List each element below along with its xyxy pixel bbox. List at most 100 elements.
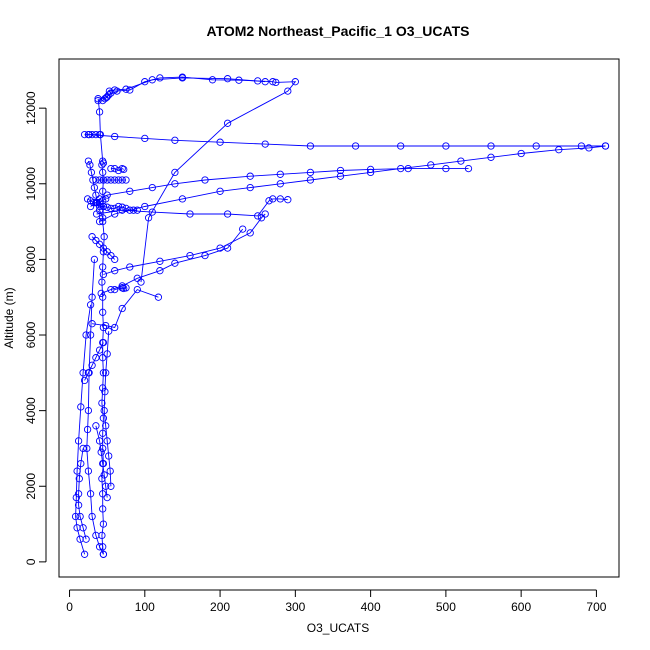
- data-point: [88, 320, 96, 328]
- data-point: [156, 257, 164, 265]
- data-point: [186, 251, 194, 260]
- data-point: [99, 187, 107, 195]
- data-point: [103, 248, 111, 256]
- data-point: [254, 212, 262, 220]
- data-point: [178, 73, 187, 81]
- y-tick-label: 6000: [24, 321, 38, 348]
- data-point: [74, 437, 83, 445]
- data-point: [102, 195, 110, 203]
- data-point: [92, 236, 100, 245]
- data-point: [107, 482, 115, 490]
- data-point: [95, 130, 104, 139]
- data-point: [111, 210, 119, 218]
- data-point: [171, 180, 179, 188]
- data-point: [246, 183, 254, 192]
- data-point: [84, 157, 93, 165]
- data-point: [82, 535, 90, 543]
- series-2: [99, 74, 269, 105]
- data-point: [257, 214, 266, 222]
- data-point: [98, 399, 106, 407]
- data-point: [79, 444, 87, 453]
- data-point: [126, 206, 134, 214]
- x-tick-label: 500: [436, 600, 456, 614]
- data-point: [100, 471, 108, 479]
- data-point: [77, 403, 85, 411]
- data-point: [517, 149, 525, 158]
- data-point: [126, 187, 134, 195]
- data-point: [118, 284, 126, 292]
- data-point: [88, 361, 96, 369]
- series-line: [101, 228, 244, 294]
- data-point: [74, 490, 83, 498]
- plot-frame: [58, 58, 620, 578]
- data-point: [272, 78, 280, 87]
- data-point: [99, 202, 108, 211]
- data-point: [284, 87, 292, 95]
- data-point: [223, 75, 232, 83]
- data-point: [306, 142, 315, 150]
- data-point: [100, 233, 108, 241]
- data-point: [99, 444, 107, 453]
- data-point: [99, 414, 108, 422]
- data-point: [261, 140, 269, 148]
- data-point: [201, 251, 209, 260]
- series-line: [86, 259, 104, 555]
- data-point: [148, 208, 156, 216]
- data-point: [98, 161, 106, 169]
- data-point: [86, 301, 95, 309]
- data-point: [80, 376, 89, 385]
- data-point: [186, 210, 194, 218]
- data-point: [92, 422, 100, 430]
- series-11: [71, 301, 95, 558]
- data-point: [92, 191, 100, 199]
- data-point: [336, 166, 345, 175]
- series-line: [90, 168, 469, 207]
- data-point: [114, 166, 123, 175]
- data-point: [111, 267, 119, 275]
- data-point: [102, 422, 110, 430]
- y-tick-label: 0: [24, 558, 38, 565]
- data-point: [120, 165, 128, 174]
- data-point: [111, 204, 119, 213]
- chart-title: ATOM2 Northeast_Pacific_1 O3_UCATS: [207, 23, 470, 39]
- data-point: [555, 146, 563, 154]
- data-point: [122, 204, 130, 213]
- data-point: [148, 76, 156, 84]
- x-tick-label: 600: [511, 600, 531, 614]
- y-tick-label: 2000: [24, 473, 38, 500]
- data-point: [99, 338, 108, 347]
- data-point: [246, 172, 254, 180]
- x-axis: 0 100 200 300 400 500 600 700: [66, 589, 607, 614]
- data-point: [99, 490, 107, 498]
- data-point: [71, 512, 80, 521]
- data-point: [103, 203, 111, 211]
- data-point: [284, 196, 292, 204]
- data-point: [291, 78, 299, 86]
- x-tick-label: 200: [210, 600, 230, 614]
- data-point: [99, 323, 108, 332]
- data-point: [254, 77, 262, 85]
- data-point: [577, 142, 586, 150]
- data-point: [97, 448, 105, 456]
- data-point: [88, 130, 96, 139]
- data-point: [99, 217, 107, 226]
- data-point: [90, 255, 99, 264]
- series-9: [97, 225, 247, 298]
- series-12: [83, 255, 108, 558]
- data-point: [156, 267, 164, 275]
- data-point: [265, 197, 273, 205]
- data-point: [107, 204, 115, 213]
- x-tick-label: 700: [586, 600, 606, 614]
- series-18: [74, 444, 90, 543]
- data-point: [148, 183, 156, 192]
- series-line: [103, 213, 266, 275]
- data-point: [84, 406, 93, 415]
- data-point: [397, 164, 405, 173]
- series-20: [80, 130, 104, 139]
- data-point: [107, 164, 115, 173]
- data-point: [98, 278, 106, 286]
- data-point: [99, 270, 108, 279]
- data-point: [102, 369, 110, 377]
- data-point: [111, 164, 119, 173]
- data-point: [99, 244, 108, 252]
